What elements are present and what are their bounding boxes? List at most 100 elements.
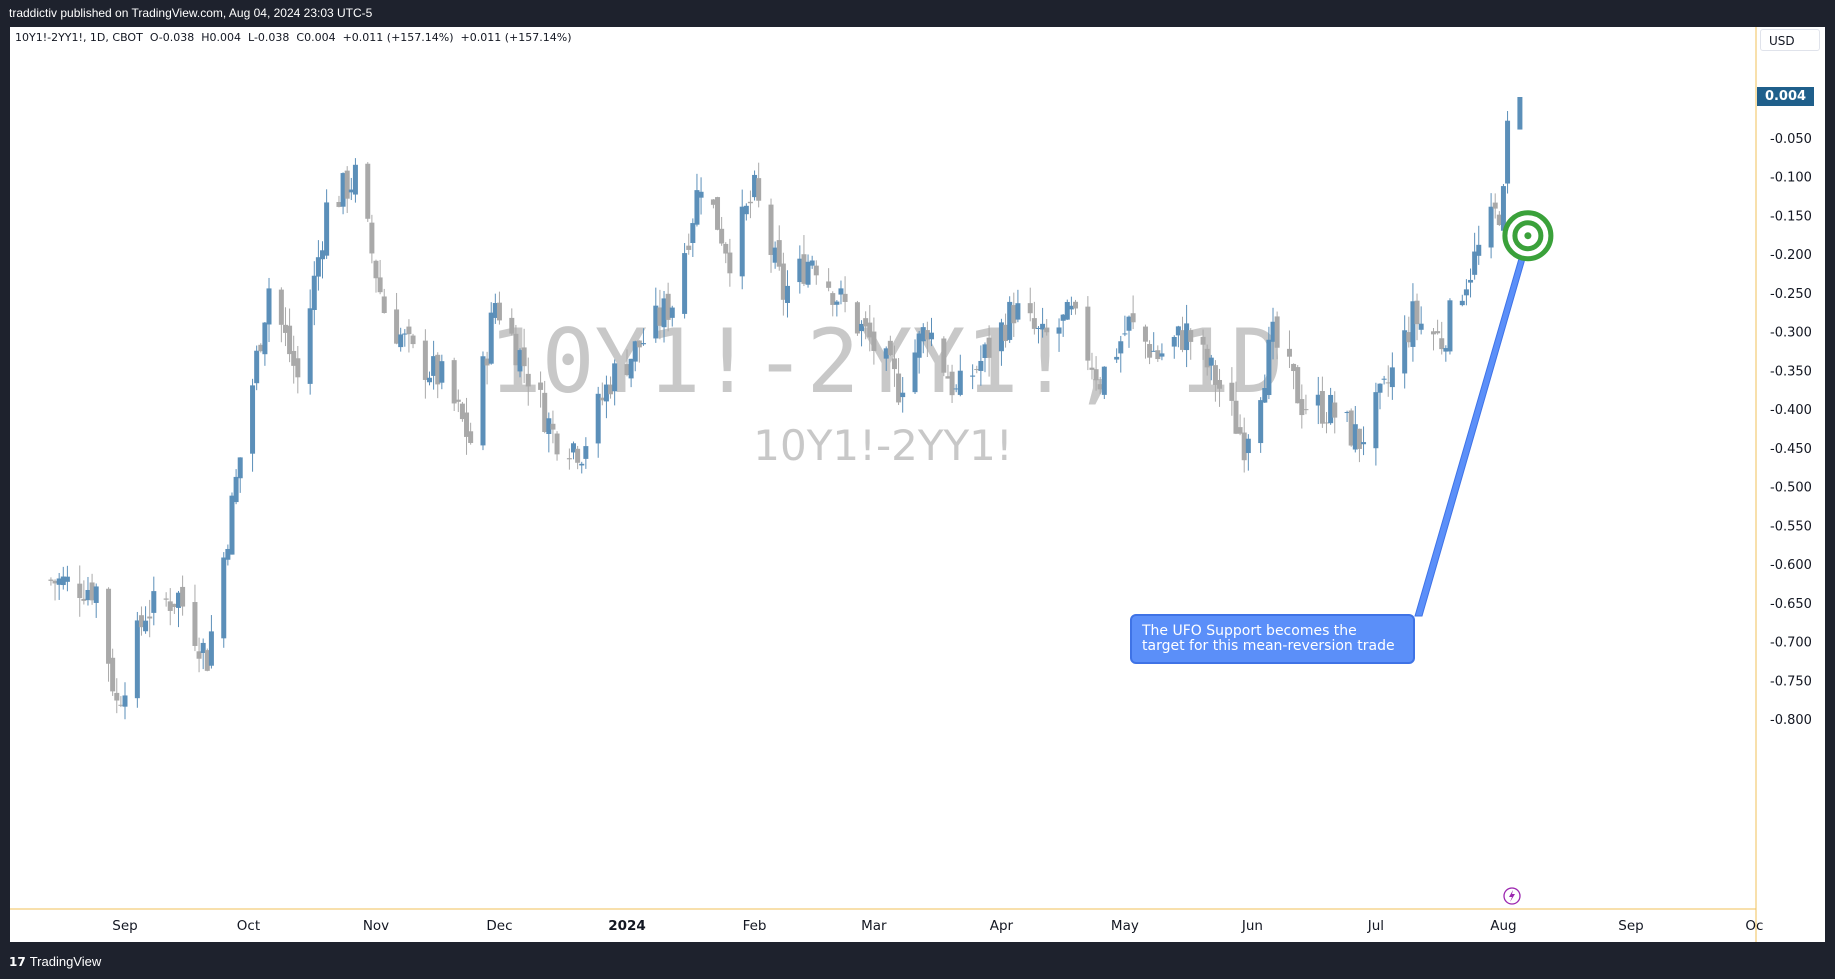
candle xyxy=(941,336,947,377)
time-scale[interactable]: Sep Oct Nov Dec 2024 Feb Mar Apr May Jun Jul Aug Sep… xyxy=(112,918,1763,934)
candle xyxy=(1332,391,1338,434)
price-scale[interactable]: -0.050 -0.100 -0.150 -0.200 -0.250 -0.300 -0.3… xyxy=(1770,132,1812,728)
candle xyxy=(653,287,659,343)
candle xyxy=(957,354,963,397)
candle xyxy=(1435,319,1441,335)
candle xyxy=(780,252,786,316)
time-tick-label: Aug xyxy=(1490,918,1516,934)
candle xyxy=(1200,329,1206,360)
legend-high: H0.004 xyxy=(201,31,242,44)
candle xyxy=(599,382,605,406)
price-tick-label: -0.200 xyxy=(1770,248,1812,263)
candle xyxy=(1361,426,1367,456)
time-tick-label: Oc xyxy=(1745,918,1763,934)
candle xyxy=(373,259,379,293)
annotation-line1: The UFO Support becomes the xyxy=(1142,623,1357,639)
candle xyxy=(1175,325,1181,348)
currency-button[interactable]: USD xyxy=(1760,29,1820,51)
chart-frame[interactable]: 10Y1!-2YY1!, 1D 10Y1!-2YY1! -0.050 -0.100… xyxy=(10,27,1825,942)
candle xyxy=(311,261,317,326)
candle xyxy=(1064,299,1070,320)
candle xyxy=(1291,363,1297,390)
candle xyxy=(698,177,704,215)
candle xyxy=(694,173,700,227)
candle xyxy=(1319,376,1325,428)
candle xyxy=(258,343,264,353)
candle xyxy=(1439,321,1445,355)
candle xyxy=(579,461,585,474)
candle xyxy=(171,603,177,614)
candle xyxy=(813,260,819,285)
candle xyxy=(287,308,293,363)
candle xyxy=(110,648,116,696)
candle xyxy=(871,317,877,365)
candle xyxy=(468,422,474,445)
candle xyxy=(550,410,556,444)
candle xyxy=(1352,405,1358,453)
candle xyxy=(422,329,428,399)
legend-low: L-0.038 xyxy=(248,31,290,44)
price-chart[interactable]: 10Y1!-2YY1!, 1D 10Y1!-2YY1! -0.050 -0.100… xyxy=(10,27,1825,942)
time-tick-label: Mar xyxy=(861,918,887,934)
candle xyxy=(686,233,692,255)
candle xyxy=(657,289,663,340)
candle xyxy=(1266,326,1272,400)
candle xyxy=(451,357,457,411)
candle xyxy=(138,606,144,636)
candle xyxy=(1031,301,1037,335)
candle xyxy=(282,307,288,347)
candle xyxy=(612,359,618,406)
price-tick-label: -0.800 xyxy=(1770,713,1812,728)
candle xyxy=(665,282,671,332)
candle xyxy=(151,576,157,626)
candle xyxy=(278,287,284,343)
candle xyxy=(348,177,354,201)
candle xyxy=(727,238,733,287)
candle xyxy=(1147,340,1153,365)
candle xyxy=(776,225,782,271)
candle xyxy=(320,241,326,279)
candle xyxy=(883,346,889,371)
candle xyxy=(1418,306,1424,335)
price-tick-label: -0.650 xyxy=(1770,597,1812,612)
candle xyxy=(628,358,634,388)
candle xyxy=(1040,307,1046,338)
time-tick-label: Sep xyxy=(112,918,137,934)
candle xyxy=(324,189,330,259)
price-tick-label: -0.750 xyxy=(1770,674,1812,689)
candle xyxy=(566,448,572,470)
candle xyxy=(336,195,342,208)
candle xyxy=(719,216,725,246)
legend-change2: +0.011 (+157.14%) xyxy=(460,31,572,44)
candle xyxy=(254,345,260,391)
currency-label: USD xyxy=(1769,34,1795,48)
candle xyxy=(669,305,675,327)
legend-symbol[interactable]: 10Y1!-2YY1!, 1D, CBOT xyxy=(15,31,143,44)
candle xyxy=(1171,335,1177,359)
legend-open: O-0.038 xyxy=(149,31,195,44)
candle xyxy=(1229,367,1235,416)
lightning-icon[interactable] xyxy=(1503,887,1521,905)
tradingview-logo[interactable]: 17 TradingView xyxy=(9,954,101,969)
candle xyxy=(583,437,589,469)
candle xyxy=(1007,296,1013,343)
price-tick-label: -0.550 xyxy=(1770,519,1812,534)
candle xyxy=(237,457,243,493)
candle xyxy=(1245,434,1251,471)
candle xyxy=(1068,296,1074,316)
candle xyxy=(912,339,918,394)
candle xyxy=(1003,313,1009,348)
price-tick-label: -0.050 xyxy=(1770,132,1812,147)
candle xyxy=(1373,382,1379,466)
annotation-callout[interactable]: The UFO Support becomes the target for t… xyxy=(1130,614,1415,664)
candle xyxy=(715,196,721,231)
candle xyxy=(56,572,62,600)
candle xyxy=(1184,304,1190,368)
candle xyxy=(1212,360,1218,402)
annotation-arrow xyxy=(1414,241,1531,617)
candle xyxy=(1093,356,1099,391)
candle xyxy=(1443,345,1449,362)
candle xyxy=(809,255,815,269)
time-tick-label: Nov xyxy=(363,918,389,934)
candle xyxy=(768,198,774,273)
